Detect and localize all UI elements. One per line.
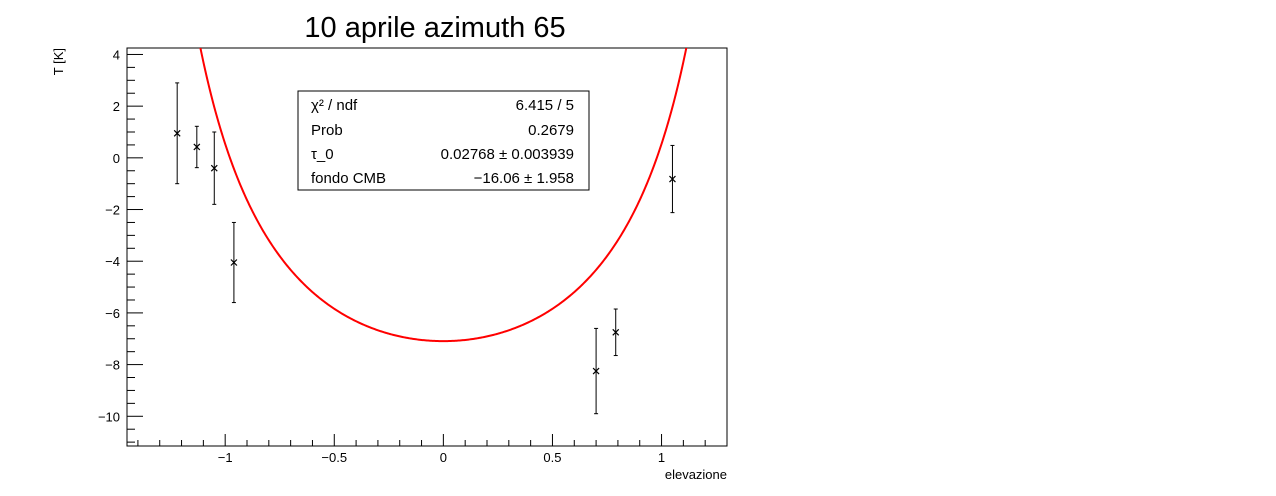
stats-label-prob: Prob	[311, 122, 343, 139]
data-point	[193, 125, 201, 169]
data-point	[230, 221, 238, 304]
x-tick-label: −0.5	[321, 450, 347, 465]
x-tick-label: 0	[440, 450, 447, 465]
x-tick-label: 1	[658, 450, 665, 465]
x-tick-label: −1	[218, 450, 233, 465]
point-marker	[592, 367, 600, 375]
data-point	[669, 144, 676, 214]
point-marker	[230, 259, 238, 266]
stats-box-frame	[297, 90, 590, 191]
stats-box: χ² / ndf 6.415 / 5 Prob 0.2679 τ_0 0.027…	[297, 90, 590, 191]
point-marker	[669, 175, 676, 183]
y-tick-label: −2	[105, 203, 120, 218]
y-tick-label: 4	[113, 47, 120, 62]
data-point	[210, 131, 218, 205]
y-axis: −10 −8 −6 −4 −2 0 2 4	[98, 47, 143, 443]
x-axis: −1 −0.5 0 0.5 1	[137, 434, 728, 465]
data-point	[612, 308, 620, 357]
point-marker	[612, 328, 620, 336]
stats-label-chi2: χ² / ndf	[311, 97, 358, 114]
stats-value-tau0: 0.02768 ± 0.003939	[441, 146, 574, 163]
data-points	[173, 82, 676, 415]
point-marker	[210, 164, 218, 172]
y-tick-label: −10	[98, 409, 120, 424]
plot-frame	[126, 47, 728, 447]
point-marker	[193, 143, 201, 151]
plot-area: −1 −0.5 0 0.5 1 −10 −8 −6 −4 −2 0 2 4	[98, 47, 728, 465]
y-tick-label: −6	[105, 306, 120, 321]
stats-label-fondo-cmb: fondo CMB	[311, 170, 386, 187]
chart-title: 10 aprile azimuth 65	[304, 12, 565, 44]
y-tick-label: −8	[105, 358, 120, 373]
y-tick-label: 0	[113, 151, 120, 166]
stats-value-prob: 0.2679	[528, 122, 574, 139]
fit-curve	[199, 48, 688, 343]
stats-value-chi2: 6.415 / 5	[516, 97, 574, 114]
x-tick-label: 0.5	[543, 450, 561, 465]
point-marker	[173, 129, 181, 137]
data-point	[173, 82, 181, 185]
data-point	[592, 327, 600, 415]
y-tick-label: 2	[113, 99, 120, 114]
y-axis-label: T [K]	[51, 48, 66, 75]
y-tick-label: −4	[105, 254, 120, 269]
stats-label-tau0: τ_0	[311, 146, 334, 163]
stats-value-fondo-cmb: −16.06 ± 1.958	[474, 170, 574, 187]
x-axis-label: elevazione	[665, 467, 727, 482]
